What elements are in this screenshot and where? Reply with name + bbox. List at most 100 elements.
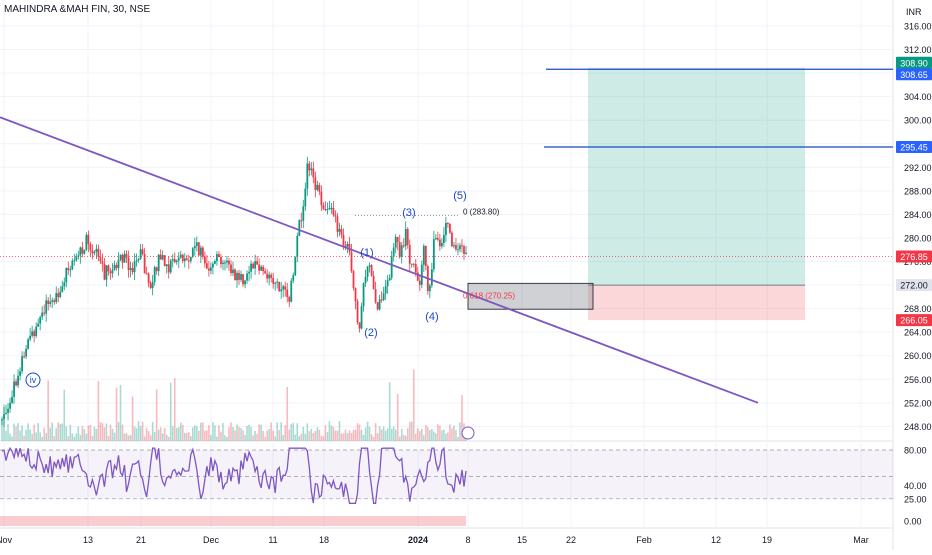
candle-body (97, 248, 100, 257)
candle-body (404, 229, 407, 247)
candle-body (21, 356, 23, 372)
sub-indicator (0, 516, 466, 526)
volume-bar (340, 433, 343, 441)
candle-body (125, 253, 128, 258)
candle-body (380, 299, 383, 301)
candles (1, 156, 467, 427)
candle-body (63, 282, 66, 287)
candle-body (278, 281, 281, 292)
volume-bar (29, 429, 31, 441)
wave-label: (1) (360, 247, 373, 259)
candle-body (155, 267, 158, 272)
volume-bar (19, 430, 21, 441)
volume-bar (153, 432, 156, 441)
candle-body (302, 206, 305, 221)
volume-bar (316, 427, 319, 441)
candle-body (370, 265, 373, 276)
volume-bar (127, 435, 130, 441)
price-tick-label: 284.00 (904, 210, 932, 220)
volume-bar (143, 436, 146, 441)
volume-bar (33, 424, 35, 441)
volume-bar (412, 369, 415, 441)
candle-body (250, 263, 252, 272)
candle-body (258, 264, 261, 271)
candle-body (117, 259, 120, 269)
volume-bar (181, 424, 184, 441)
time-tick-label: 21 (136, 535, 146, 545)
volume-bar (423, 435, 425, 441)
candle-body (228, 260, 230, 265)
volume-bar (394, 429, 397, 441)
volume-bar (196, 425, 198, 441)
candle-body (183, 258, 186, 262)
position-zones (467, 67, 805, 321)
candle-body (163, 255, 166, 267)
volume-bar (7, 424, 9, 441)
volume-bar (41, 436, 43, 441)
candle-body (422, 245, 425, 265)
candle-body (61, 286, 64, 292)
candle-body (37, 323, 40, 327)
candle-body (443, 234, 445, 243)
candle-body (236, 272, 238, 281)
volume-bar (410, 421, 413, 441)
candle-body (392, 247, 395, 257)
volume-bar (406, 428, 409, 441)
volume-bar (129, 435, 132, 441)
candle-body (93, 251, 96, 254)
candle-body (262, 266, 265, 272)
candle-body (131, 268, 134, 273)
volume-bar (214, 425, 216, 441)
candle-body (9, 402, 11, 409)
volume-bar (87, 425, 90, 441)
candle-body (304, 188, 307, 207)
candle-body (101, 261, 104, 264)
candle-body (318, 184, 321, 192)
rsi-tick-label: 40.00 (904, 481, 927, 491)
candle-body (149, 283, 152, 288)
volume-bar (95, 428, 98, 441)
candle-body (459, 245, 461, 250)
candle-body (270, 274, 273, 278)
candle-body (394, 237, 397, 248)
candle-body (51, 300, 54, 302)
rsi-tick-label: 80.00 (904, 446, 927, 456)
volume-bar (384, 430, 387, 441)
candle-body (362, 283, 365, 307)
volume-bar (461, 394, 463, 441)
time-tick-label: Feb (636, 535, 652, 545)
volume-bar (264, 436, 266, 441)
candle-body (43, 312, 46, 314)
volume-bar (155, 389, 158, 441)
candle-body (312, 168, 315, 178)
volume-bar (200, 422, 202, 441)
volume-bar (457, 436, 459, 441)
volume-bar (314, 430, 317, 441)
candle-body (453, 245, 455, 247)
candle-body (332, 207, 335, 216)
rsi-panel: 80.00 40.00 25.00 0.00 (0, 446, 927, 527)
volume-bar (115, 387, 118, 441)
price-label-text: 266.05 (900, 316, 928, 326)
volume-bar (125, 433, 128, 441)
candle-body (314, 177, 317, 190)
volume-bar (230, 422, 232, 441)
candle-body (346, 243, 349, 247)
candle-body (294, 257, 297, 276)
volume-bar (113, 432, 116, 441)
candle-body (5, 412, 7, 415)
volume-bar (93, 426, 96, 441)
candle-body (440, 242, 443, 247)
price-labels: 308.90 308.65 295.45 276.85 272.00 266.05 (896, 56, 932, 327)
candle-body (17, 375, 19, 386)
price-label-box (896, 250, 932, 263)
volume-bar (59, 423, 62, 441)
volume-bar (218, 425, 220, 441)
volume-bar (11, 436, 13, 441)
volume-bar (270, 422, 272, 441)
lightning-icon (461, 426, 475, 440)
volume-bar (31, 433, 33, 441)
volume-bar (290, 424, 293, 441)
price-label-text: 272.00 (900, 281, 928, 291)
